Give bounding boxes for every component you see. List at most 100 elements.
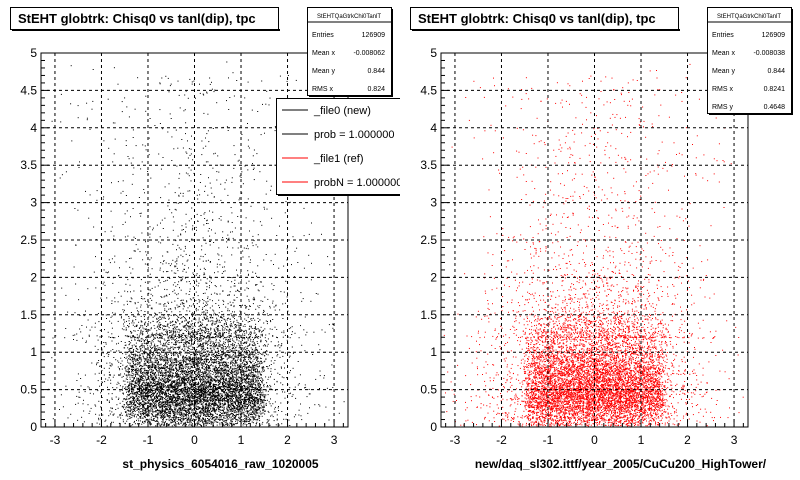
scatter-point bbox=[259, 424, 261, 426]
scatter-point bbox=[254, 413, 256, 415]
scatter-point bbox=[235, 379, 237, 380]
scatter-point bbox=[139, 358, 141, 360]
scatter-point bbox=[125, 386, 127, 388]
scatter-point bbox=[239, 310, 241, 312]
scatter-point bbox=[245, 383, 247, 385]
scatter-point bbox=[193, 420, 195, 422]
scatter-point bbox=[189, 381, 191, 383]
scatter-point bbox=[235, 403, 237, 405]
scatter-point bbox=[170, 401, 172, 403]
scatter-point bbox=[195, 405, 197, 407]
scatter-point bbox=[135, 371, 137, 373]
scatter-point bbox=[131, 366, 133, 368]
scatter-point bbox=[180, 354, 182, 356]
scatter-point bbox=[202, 377, 204, 379]
scatter-point bbox=[243, 402, 245, 404]
scatter-point bbox=[228, 343, 229, 345]
scatter-point bbox=[152, 363, 154, 365]
scatter-point bbox=[162, 345, 163, 347]
scatter-point bbox=[245, 379, 247, 381]
scatter-point bbox=[252, 378, 254, 380]
scatter-point bbox=[180, 392, 182, 394]
scatter-point bbox=[224, 373, 226, 374]
scatter-point bbox=[224, 400, 226, 402]
scatter-point bbox=[219, 378, 221, 380]
scatter-point bbox=[149, 362, 151, 363]
scatter-point bbox=[208, 340, 210, 342]
scatter-point bbox=[162, 357, 164, 358]
scatter-point bbox=[226, 397, 227, 398]
scatter-point bbox=[217, 418, 219, 420]
scatter-point bbox=[225, 385, 227, 387]
scatter-point bbox=[250, 402, 252, 404]
scatter-point bbox=[178, 348, 179, 350]
scatter-point bbox=[203, 408, 205, 410]
scatter-point bbox=[191, 395, 193, 397]
scatter-point bbox=[178, 384, 180, 386]
scatter-point bbox=[197, 396, 199, 398]
scatter-point bbox=[212, 393, 213, 395]
scatter-point bbox=[223, 365, 225, 367]
scatter-point bbox=[143, 385, 145, 387]
scatter-point bbox=[160, 410, 162, 412]
scatter-point bbox=[197, 394, 199, 395]
scatter-point bbox=[187, 366, 189, 368]
scatter-point bbox=[154, 348, 156, 350]
scatter-point bbox=[235, 407, 237, 409]
scatter-point bbox=[214, 420, 216, 422]
scatter-point bbox=[167, 389, 169, 391]
scatter-point bbox=[238, 389, 240, 391]
scatter-point bbox=[248, 280, 250, 282]
scatter-point bbox=[164, 365, 166, 367]
scatter-point bbox=[131, 357, 132, 359]
scatter-point bbox=[242, 412, 244, 414]
scatter-point bbox=[170, 407, 171, 409]
scatter-point bbox=[143, 412, 144, 414]
scatter-point bbox=[156, 395, 158, 397]
scatter-point bbox=[166, 394, 167, 396]
scatter-point bbox=[170, 391, 172, 393]
scatter-point bbox=[220, 388, 222, 389]
scatter-point bbox=[246, 399, 248, 401]
scatter-point bbox=[233, 336, 235, 338]
scatter-point bbox=[154, 315, 156, 317]
scatter-point bbox=[236, 401, 238, 403]
scatter-point bbox=[209, 378, 211, 380]
scatter-point bbox=[133, 387, 135, 389]
scatter-point bbox=[198, 359, 200, 361]
scatter-point bbox=[207, 351, 209, 353]
scatter-point bbox=[192, 370, 194, 372]
scatter-point bbox=[265, 402, 267, 404]
scatter-point bbox=[132, 410, 134, 412]
scatter-point bbox=[141, 392, 142, 394]
scatter-point bbox=[243, 413, 245, 415]
scatter-point bbox=[181, 365, 183, 367]
scatter-point bbox=[183, 305, 185, 307]
scatter-point bbox=[126, 399, 128, 401]
scatter-point bbox=[208, 415, 209, 417]
scatter-point bbox=[139, 394, 141, 396]
scatter-point bbox=[149, 412, 151, 414]
scatter-point bbox=[135, 346, 137, 348]
scatter-point bbox=[186, 358, 188, 360]
scatter-point bbox=[208, 383, 210, 385]
scatter-point bbox=[138, 361, 140, 363]
scatter-point bbox=[173, 365, 175, 367]
scatter-point bbox=[198, 403, 200, 405]
scatter-point bbox=[227, 357, 229, 359]
scatter-point bbox=[143, 407, 145, 409]
scatter-point bbox=[233, 372, 235, 374]
scatter-point bbox=[138, 411, 140, 413]
scatter-point bbox=[223, 353, 225, 355]
scatter-point bbox=[226, 408, 228, 410]
scatter-point bbox=[218, 402, 220, 404]
scatter-point bbox=[217, 372, 219, 374]
scatter-point bbox=[152, 355, 154, 357]
scatter-point bbox=[138, 404, 140, 406]
scatter-point bbox=[251, 365, 253, 367]
scatter-point bbox=[227, 398, 229, 400]
scatter-point bbox=[236, 366, 238, 368]
scatter-point bbox=[158, 369, 160, 371]
scatter-point bbox=[151, 376, 153, 377]
scatter-point bbox=[246, 401, 247, 403]
